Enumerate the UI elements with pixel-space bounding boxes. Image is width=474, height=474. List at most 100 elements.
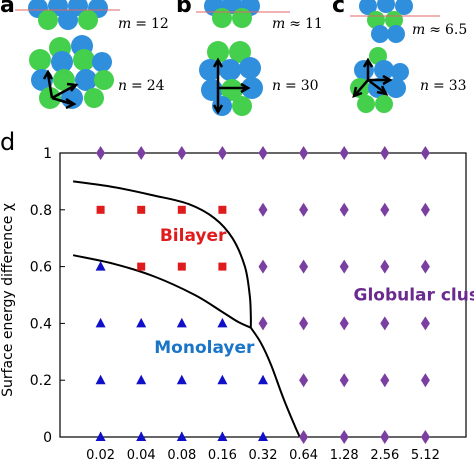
globular-marker [258,146,268,160]
monolayer-marker [136,317,147,328]
x-axis: 0.02 0.04 0.08 0.16 0.32 0.64 1.28 2.56 5.12 [86,432,440,463]
bilayer-marker [218,205,227,214]
globular-marker [339,430,349,444]
globular-marker [420,259,430,274]
x-tick-label: 1.28 [330,448,359,463]
monolayer-marker [95,374,106,385]
panel-a-top-cluster [28,0,108,30]
monolayer-marker [176,431,187,441]
bilayer-marker [218,262,227,271]
y-axis: 0 0.2 0.4 0.6 0.8 1 [30,146,65,446]
panel-a-n-label: n = 24 [118,78,165,94]
panel-b-bottom-cluster [199,41,263,116]
monolayer-marker [95,317,106,328]
globular-marker [217,146,227,160]
x-tick-label: 5.12 [411,448,440,463]
y-tick-label: 0 [43,430,52,446]
panel-b-top-cluster [204,0,260,28]
panel-d-label: d [0,128,15,156]
phase-boundaries [72,180,301,438]
monolayer-marker [217,431,228,441]
region-label: Bilayer [160,226,227,246]
panel-a-bottom-cluster [29,35,114,109]
monolayer-marker [258,374,268,385]
monolayer-marker [217,374,228,385]
monolayer-marker [136,431,147,441]
globular-marker [258,202,268,217]
globular-marker [339,373,349,388]
panel-c-n-label: n = 33 [420,78,467,94]
x-tick-label: 0.64 [289,448,318,463]
globular-marker [380,373,390,388]
panel-d: d 0 0.2 0.4 0.6 0.8 1 0.02 0.04 0.08 0.16 0.32 0.6… [0,128,474,463]
y-tick-label: 1 [43,146,52,162]
panel-b-lattice-arrows [212,57,251,115]
globular-marker [380,259,390,274]
panel-b-m-label: m ≈11 [272,16,323,32]
bilayer-globular-boundary [72,180,252,328]
globular-marker [420,430,430,444]
x-tick-label: 0.16 [208,448,237,463]
x-tick-label: 0.04 [127,448,156,463]
y-axis-label: Surface energy difference χ [0,203,16,397]
globular-marker [299,430,309,444]
bilayer-marker [96,205,105,214]
panel-c-m-label: m ≈6.5 [412,22,467,38]
globular-marker [299,202,309,217]
y-tick-label: 0.6 [30,260,52,276]
globular-marker [420,202,430,217]
globular-marker [420,373,430,388]
panel-a: a m = 12 n = 24 [0,0,169,110]
monolayer-globular-boundary [249,327,301,438]
globular-marker [258,316,268,331]
globular-marker [136,146,146,160]
globular-marker [299,316,309,331]
monolayer-marker [176,374,187,385]
globular-marker [339,146,349,160]
monolayer-marker [176,317,187,328]
panel-a-lattice-arrows [42,69,79,110]
monolayer-marker [258,431,268,441]
bilayer-marker [137,262,146,271]
y-tick-label: 0.4 [30,316,52,332]
panel-a-m-label: m = 12 [118,16,169,32]
globular-marker [339,202,349,217]
bilayer-marker [177,205,186,214]
panel-b: b m ≈11 n = 30 [176,0,323,116]
panel-b-label: b [176,0,192,18]
globular-marker [96,146,106,160]
region-label: Monolayer [154,338,255,358]
data-markers [95,146,430,444]
region-labels: Bilayer Monolayer Globular cluster [154,226,474,358]
globular-marker [299,373,309,388]
panel-c-label: c [332,0,345,18]
panel-a-label: a [0,0,15,18]
monolayer-marker [217,317,228,328]
globular-marker [339,316,349,331]
region-label: Globular cluster [353,286,474,306]
globular-marker [339,259,349,274]
globular-marker [177,146,187,160]
globular-marker [380,146,390,160]
panel-c-top-cluster [359,0,413,43]
globular-marker [420,146,430,160]
x-tick-label: 0.32 [249,448,278,463]
monolayer-marker [95,431,106,441]
y-tick-label: 0.8 [30,203,52,219]
globular-marker [299,259,309,274]
globular-marker [420,316,430,331]
globular-marker [380,202,390,217]
bilayer-marker [137,205,146,214]
x-tick-label: 0.02 [86,448,115,463]
globular-marker [380,316,390,331]
monolayer-marker [136,374,147,385]
monolayer-bilayer-boundary [72,254,252,329]
bilayer-marker [177,262,186,271]
globular-marker [258,259,268,274]
panel-b-n-label: n = 30 [272,78,319,94]
panel-c: c m ≈6.5 n = 33 [332,0,467,113]
y-tick-label: 0.2 [30,373,52,389]
panel-c-lattice-arrows [352,57,393,98]
x-tick-label: 2.56 [370,448,399,463]
